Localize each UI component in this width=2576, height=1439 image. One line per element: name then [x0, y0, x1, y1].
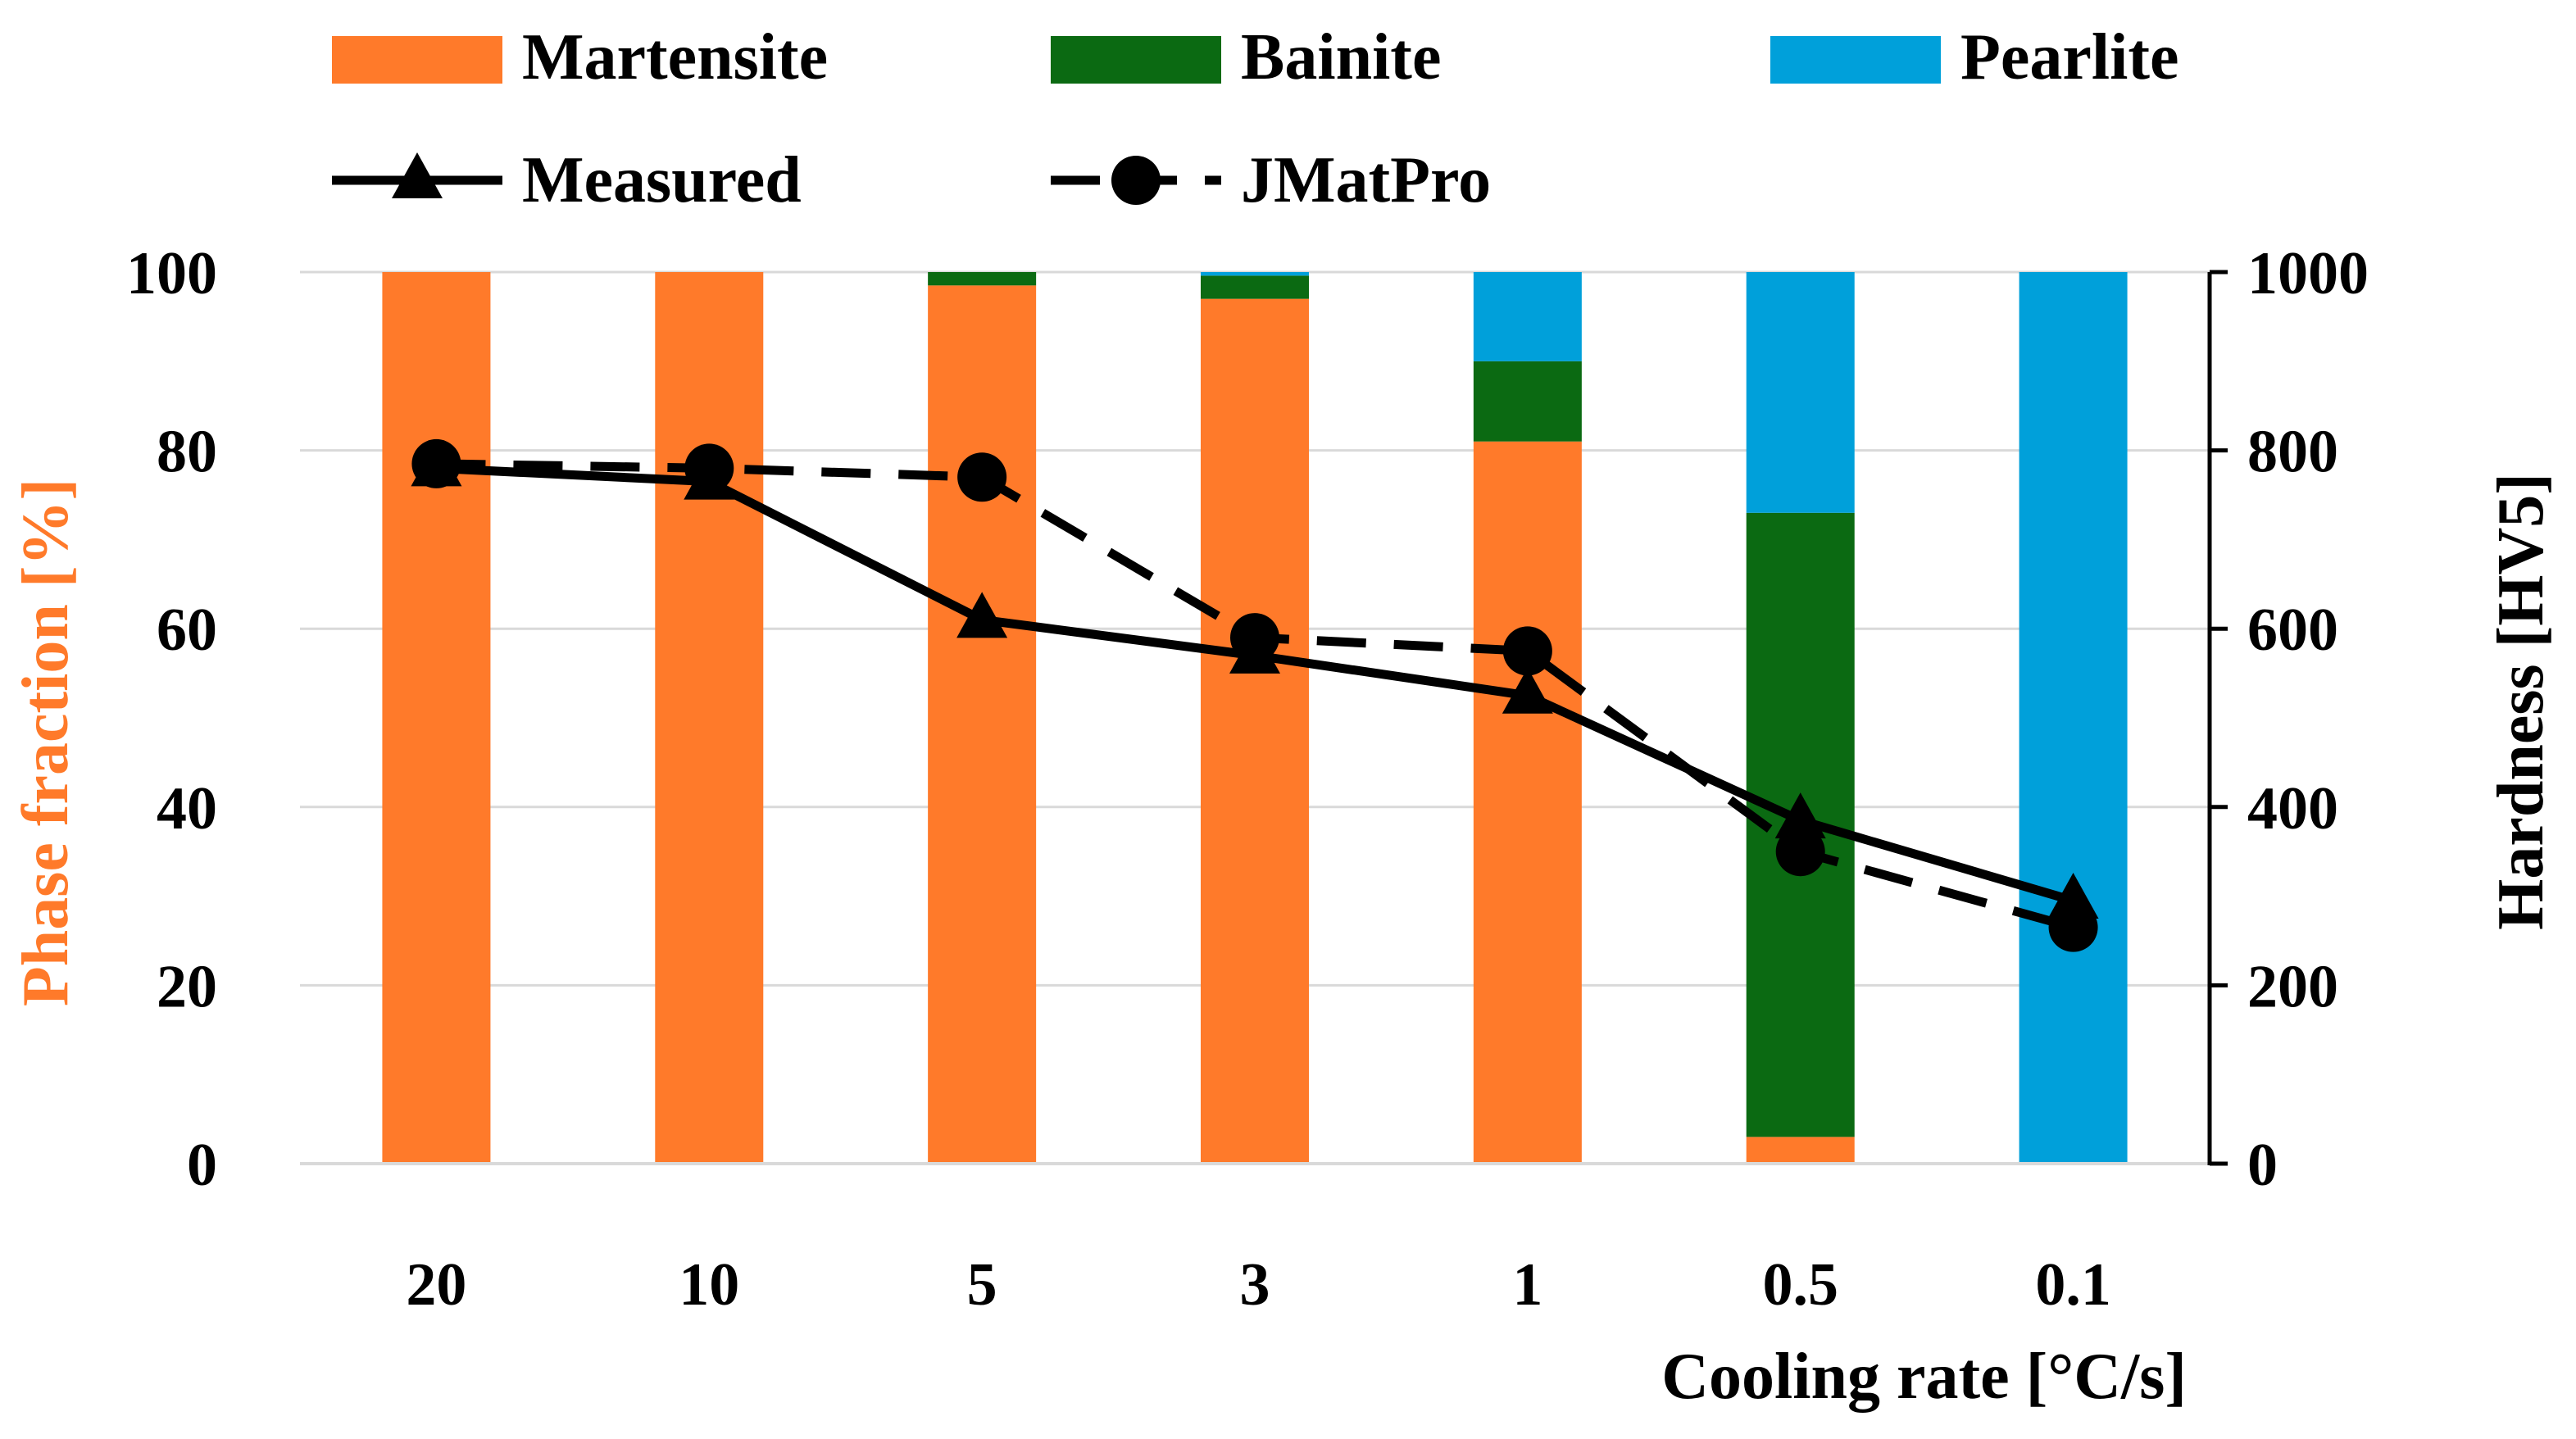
bar-bainite-3 [1201, 275, 1309, 299]
legend-label-measured: Measured [522, 144, 802, 216]
y2-tick-label: 800 [2247, 419, 2338, 486]
bar-pearlite-5 [1746, 272, 1855, 513]
x-axis-title: Cooling rate [°C/s] [1661, 1341, 2187, 1413]
y2-tick-label: 600 [2247, 597, 2338, 664]
legend-swatch-bainite [1051, 36, 1221, 84]
y-tick-label: 40 [157, 775, 217, 842]
legend-label-pearlite: Pearlite [1960, 21, 2178, 93]
bar-pearlite-3 [1201, 272, 1309, 276]
legend-label-jmatpro: JMatPro [1241, 144, 1491, 216]
x-tick-label: 1 [1512, 1251, 1542, 1319]
bar-martensite-5 [1746, 1137, 1855, 1164]
y-tick-label: 0 [187, 1132, 217, 1199]
x-tick-label: 0.1 [2035, 1251, 2111, 1319]
x-tick-label: 20 [406, 1251, 466, 1319]
hardness-lines [411, 438, 2099, 952]
y-tick-label: 80 [157, 419, 217, 486]
legend: Martensite Bainite Pearlite Measured JMatPro [332, 21, 2178, 216]
y2-tick-label: 1000 [2247, 240, 2369, 307]
marker-jmatpro-5 [1775, 827, 1825, 877]
y-tick-label: 20 [157, 953, 217, 1020]
legend-marker-jmatpro [1111, 156, 1161, 205]
x-tick-label: 0.5 [1762, 1251, 1838, 1319]
legend-label-martensite: Martensite [522, 21, 828, 93]
bars [382, 272, 2128, 1164]
bar-bainite-2 [928, 272, 1037, 286]
x-tick-label: 10 [679, 1251, 739, 1319]
y2-tick-label: 0 [2247, 1132, 2278, 1199]
bar-martensite-3 [1201, 298, 1309, 1164]
bar-pearlite-4 [1473, 272, 1582, 361]
marker-measured-0 [411, 440, 462, 487]
marker-measured-3 [1229, 627, 1280, 674]
bar-martensite-2 [928, 285, 1037, 1164]
marker-jmatpro-2 [957, 452, 1007, 502]
y2-axis-title: Hardness [HV5] [2485, 473, 2557, 930]
y-tick-label: 100 [126, 240, 217, 307]
bar-martensite-4 [1473, 441, 1582, 1164]
marker-measured-1 [684, 453, 735, 500]
y2-tick-label: 400 [2247, 775, 2338, 842]
marker-measured-4 [1502, 667, 1553, 714]
bar-martensite-1 [655, 272, 764, 1164]
y2-tick-label: 200 [2247, 953, 2338, 1020]
bar-bainite-4 [1473, 361, 1582, 442]
legend-swatch-martensite [332, 36, 502, 84]
marker-measured-5 [1774, 792, 1826, 839]
marker-measured-6 [2047, 873, 2099, 919]
marker-jmatpro-4 [1502, 626, 1552, 676]
legend-swatch-pearlite [1770, 36, 1941, 84]
y-axis-title: Phase fraction [%] [10, 479, 82, 1006]
legend-label-bainite: Bainite [1241, 21, 1441, 93]
axes [300, 270, 2228, 1166]
legend-marker-measured [392, 152, 443, 198]
bar-pearlite-6 [2019, 272, 2128, 1164]
y-tick-label: 60 [157, 597, 217, 664]
bar-martensite-0 [382, 272, 491, 1164]
x-tick-label: 3 [1240, 1251, 1270, 1319]
x-tick-label: 5 [967, 1251, 997, 1319]
marker-measured-2 [956, 592, 1008, 638]
